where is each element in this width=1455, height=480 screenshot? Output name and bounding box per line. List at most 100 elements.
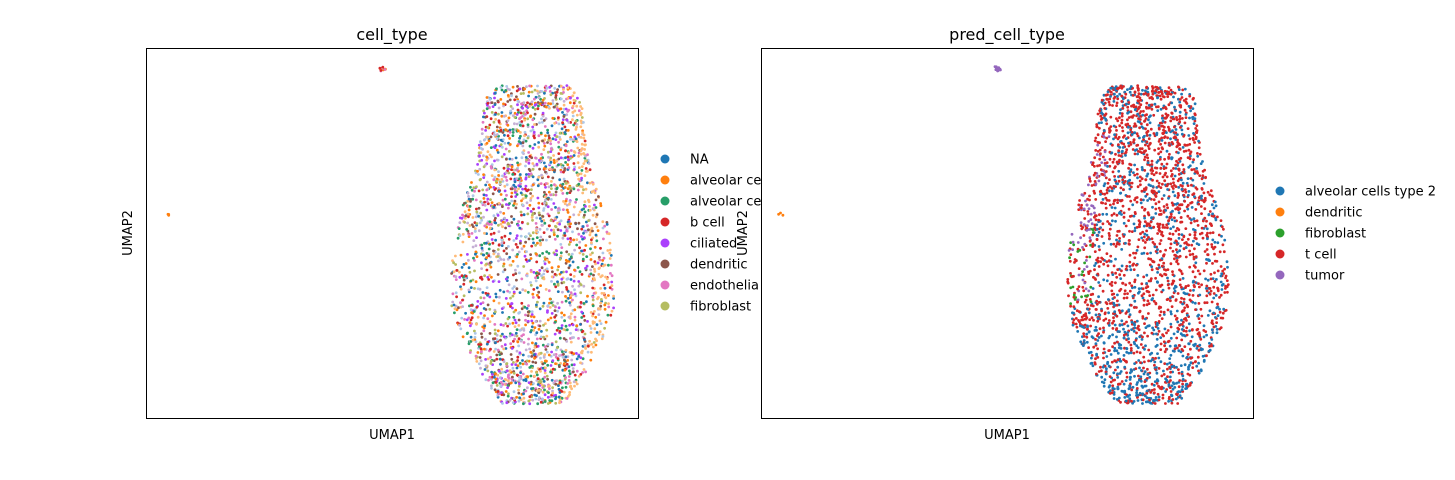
scatter-point	[1129, 168, 1133, 172]
scatter-point	[537, 352, 541, 356]
scatter-point	[524, 318, 527, 322]
scatter-point	[603, 286, 607, 290]
scatter-point	[1146, 172, 1150, 176]
scatter-point	[516, 99, 520, 103]
scatter-point	[1202, 182, 1206, 185]
scatter-point	[522, 244, 526, 248]
scatter-point	[1150, 298, 1154, 302]
scatter-point	[538, 227, 542, 231]
scatter-point	[473, 259, 476, 262]
scatter-point	[572, 352, 576, 356]
scatter-point	[1140, 369, 1143, 372]
scatter-point	[533, 346, 537, 349]
scatter-point	[500, 367, 504, 371]
scatter-point	[582, 215, 586, 219]
scatter-point	[585, 220, 588, 224]
scatter-point	[473, 287, 476, 290]
scatter-point	[1180, 338, 1184, 342]
scatter-point	[547, 190, 551, 194]
scatter-point	[470, 232, 474, 235]
scatter-point	[1177, 349, 1181, 353]
scatter-point	[1179, 126, 1182, 129]
scatter-point	[1123, 292, 1127, 296]
scatter-point	[567, 365, 571, 369]
scatter-point	[556, 309, 559, 313]
scatter-point	[580, 107, 584, 110]
scatter-point	[469, 318, 473, 322]
scatter-point	[1154, 207, 1158, 211]
scatter-point	[556, 283, 560, 287]
scatter-point	[470, 316, 474, 320]
scatter-point	[601, 335, 605, 338]
scatter-point	[475, 322, 478, 326]
scatter-point	[577, 284, 581, 288]
scatter-point	[515, 287, 519, 291]
scatter-point	[1122, 175, 1126, 179]
scatter-point	[1125, 350, 1129, 354]
scatter-point	[1216, 287, 1220, 291]
scatter-point	[530, 329, 533, 332]
scatter-point	[1074, 322, 1078, 326]
scatter-point	[515, 237, 518, 240]
scatter-point	[504, 175, 508, 179]
scatter-point	[515, 373, 519, 377]
scatter-point	[568, 202, 571, 206]
scatter-point	[531, 213, 534, 217]
scatter-point	[1187, 367, 1190, 371]
scatter-point	[1093, 139, 1097, 143]
scatter-point	[457, 227, 461, 231]
scatter-point	[601, 251, 605, 255]
scatter-point	[1176, 192, 1180, 195]
scatter-point	[484, 358, 487, 361]
scatter-point	[565, 250, 569, 254]
scatter-point	[524, 164, 527, 168]
scatter-point	[1187, 104, 1191, 108]
scatter-point	[558, 131, 562, 135]
scatter-point	[559, 219, 563, 223]
scatter-point	[541, 238, 545, 242]
scatter-point	[564, 161, 567, 164]
scatter-point	[551, 304, 555, 307]
scatter-point	[586, 294, 589, 298]
scatter-point	[1155, 371, 1159, 375]
scatter-point	[489, 355, 492, 359]
scatter-point	[564, 355, 568, 359]
scatter-point	[502, 249, 506, 253]
scatter-point	[1160, 374, 1164, 378]
scatter-point	[450, 304, 454, 308]
scatter-point	[497, 392, 501, 396]
scatter-point	[1166, 308, 1170, 312]
scatter-point	[527, 161, 531, 165]
scatter-point	[516, 245, 519, 249]
scatter-point	[534, 222, 538, 225]
scatter-point	[1206, 253, 1210, 257]
scatter-point	[1089, 243, 1092, 247]
scatter-point	[571, 110, 575, 114]
scatter-point	[581, 253, 585, 256]
scatter-point	[1152, 383, 1156, 387]
scatter-point	[488, 220, 492, 224]
scatter-point	[605, 277, 609, 281]
scatter-point	[1129, 349, 1133, 352]
scatter-point	[1176, 402, 1180, 405]
scatter-point	[1173, 349, 1176, 353]
scatter-point	[504, 147, 508, 151]
scatter-point	[1135, 225, 1139, 229]
scatter-point	[603, 224, 607, 228]
scatter-point	[516, 359, 519, 362]
scatter-point	[494, 341, 497, 345]
scatter-point	[1167, 383, 1171, 387]
scatter-point	[518, 351, 522, 355]
scatter-point	[607, 232, 611, 236]
scatter-point	[1129, 343, 1133, 347]
scatter-point	[552, 353, 556, 357]
scatter-point	[509, 353, 513, 356]
scatter-point	[502, 104, 505, 108]
scatter-point	[1118, 289, 1121, 293]
scatter-point	[1098, 126, 1101, 130]
scatter-point	[506, 302, 510, 306]
scatter-point	[539, 400, 543, 404]
scatter-point	[533, 374, 536, 378]
scatter-point	[1108, 178, 1111, 182]
scatter-point	[1162, 373, 1166, 376]
